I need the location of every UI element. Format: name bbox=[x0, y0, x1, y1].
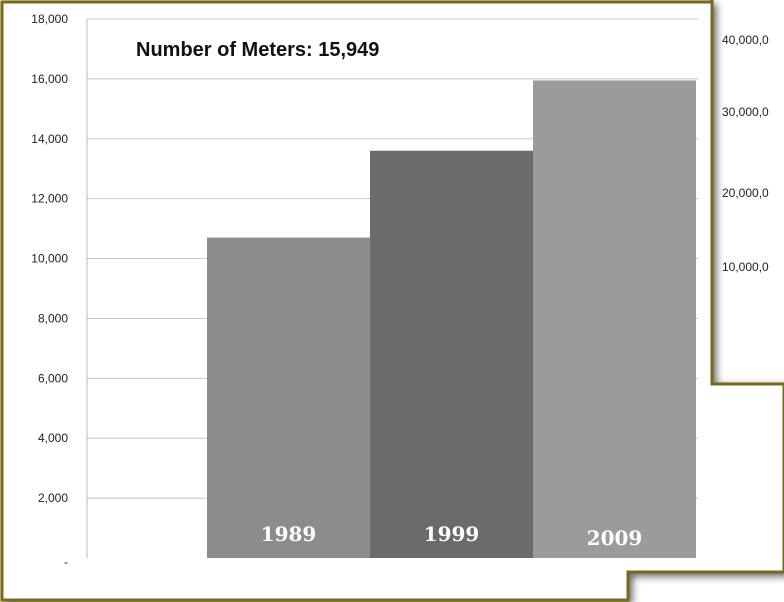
y-tick-label: 12,000 bbox=[31, 192, 68, 206]
y-tick-label: 16,000 bbox=[31, 72, 68, 86]
y-tick-label: 18,000 bbox=[31, 12, 68, 26]
y-tick-label: 4,000 bbox=[38, 431, 68, 445]
y-axis-ticks: - 2,000 4,000 6,000 8,000 10,000 12,000 14,000 1… bbox=[31, 12, 68, 569]
category-label-2009: 2009 bbox=[587, 526, 643, 550]
secondary-y-tick-label: 40,000,0 bbox=[722, 33, 769, 47]
y-tick-label: 14,000 bbox=[31, 132, 68, 146]
bar-1989 bbox=[207, 237, 370, 558]
bar-2009 bbox=[533, 80, 696, 559]
secondary-chart: 40,000,0 30,000,0 20,000,0 10,000,0 bbox=[710, 0, 784, 386]
bar-1999 bbox=[370, 150, 533, 558]
y-tick-label: 2,000 bbox=[38, 491, 68, 505]
secondary-chart-y-ticks: 40,000,0 30,000,0 20,000,0 10,000,0 bbox=[722, 33, 769, 274]
secondary-y-tick-label: 10,000,0 bbox=[722, 260, 769, 274]
secondary-y-tick-label: 30,000,0 bbox=[722, 105, 769, 119]
y-tick-label: 6,000 bbox=[38, 371, 68, 385]
secondary-y-tick-label: 20,000,0 bbox=[722, 186, 769, 200]
chart-title: Number of Meters: 15,949 bbox=[136, 39, 379, 61]
y-tick-label: 10,000 bbox=[31, 252, 68, 266]
y-tick-label: - bbox=[64, 555, 68, 569]
category-label-1989: 1989 bbox=[261, 522, 317, 546]
bars bbox=[207, 80, 696, 559]
y-tick-label: 8,000 bbox=[38, 311, 68, 325]
category-label-1999: 1999 bbox=[424, 522, 480, 546]
category-labels: 1989 1999 2009 bbox=[261, 522, 643, 550]
